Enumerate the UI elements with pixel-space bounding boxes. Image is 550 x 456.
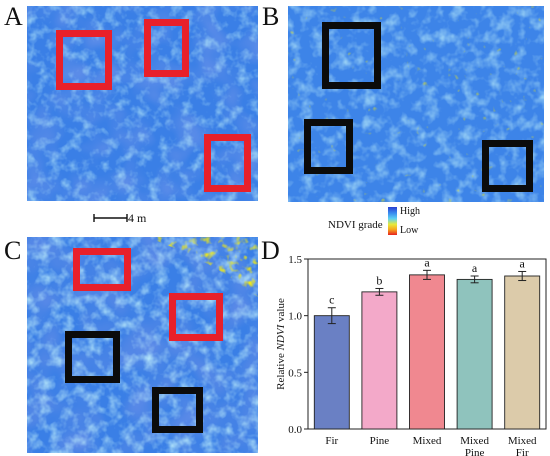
chart-bars	[313, 269, 541, 430]
sample-plot-black-box	[482, 140, 533, 192]
y-tick-label: 1.5	[288, 254, 302, 266]
category-label: Mixed	[413, 435, 442, 447]
category-label: Fir	[325, 435, 338, 447]
category-label: Mixed Pine	[460, 435, 489, 456]
bar-4	[504, 275, 541, 430]
legend-low-label: Low	[400, 225, 419, 236]
ndvi-map-b	[288, 6, 544, 202]
ndvi-map-a-image	[27, 6, 258, 201]
y-tick-label: 0.5	[288, 367, 302, 379]
significance-letter: a	[472, 261, 478, 275]
bar-1	[361, 291, 398, 430]
sample-plot-red-box	[204, 134, 251, 192]
panel-label-d: D	[261, 236, 280, 265]
bar-3	[456, 278, 493, 430]
sample-plot-black-box	[65, 331, 120, 383]
sample-plot-red-box	[144, 19, 189, 77]
chart-labels: c Fir b Pine a Mixed a Mixed Pine a Mixed Fir	[325, 255, 537, 456]
legend-title: NDVI grade	[328, 219, 383, 231]
ndvi-map-c	[27, 237, 258, 453]
significance-letter: a	[424, 255, 430, 269]
bar-0	[313, 315, 350, 430]
map-canopy-texture	[27, 6, 258, 201]
scale-bar-label: 4 m	[128, 211, 147, 225]
sample-plot-black-box	[152, 387, 203, 433]
sample-plot-red-box	[56, 30, 112, 90]
ndvi-map-c-image	[27, 237, 258, 453]
significance-letter: a	[520, 256, 526, 270]
legend-high-label: High	[400, 206, 420, 217]
panel-label-a: A	[4, 2, 23, 31]
sample-plot-black-box	[304, 119, 353, 174]
sample-plot-black-box	[322, 22, 381, 89]
category-label: Pine	[370, 435, 390, 447]
legend-color-ramp	[388, 207, 397, 235]
ndvi-map-a	[27, 6, 258, 201]
significance-letter: c	[329, 293, 334, 307]
panel-label-b: B	[262, 2, 280, 31]
scale-bar	[93, 214, 128, 222]
y-tick-label: 1.0	[288, 311, 302, 323]
chart-axes: 0.0 0.5 1.0 1.5 Relative NDVI value	[275, 254, 547, 436]
y-axis-label: Relative NDVI value	[275, 298, 287, 390]
sample-plot-red-box	[73, 248, 131, 291]
bar-2	[409, 274, 445, 430]
significance-letter: b	[376, 273, 382, 287]
category-label: Mixed Fir	[508, 435, 537, 456]
sample-plot-red-box	[169, 293, 223, 341]
y-tick-label: 0.0	[288, 424, 302, 436]
panel-label-c: C	[4, 236, 22, 265]
ndvi-bar-chart: 0.0 0.5 1.0 1.5 Relative NDVI value c Fir b Pin…	[275, 254, 547, 456]
